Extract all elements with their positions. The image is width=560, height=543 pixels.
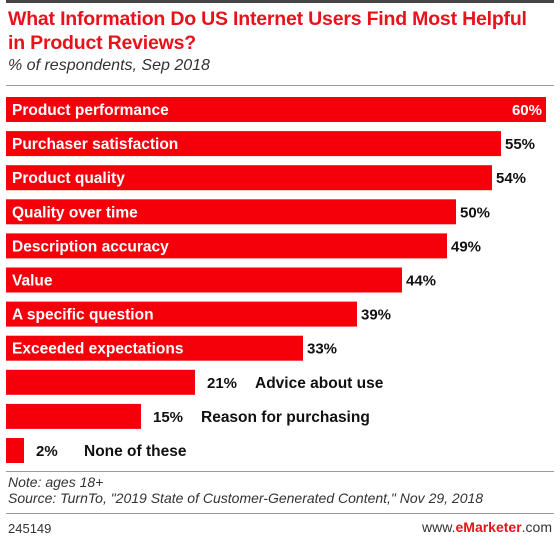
bar-none-of-these <box>6 438 24 463</box>
bar-a-specific-question <box>6 301 357 327</box>
category-label-product-quality: Product quality <box>12 170 125 187</box>
brand-prefix: www. <box>422 519 456 535</box>
chart-title: What Information Do US Internet Users Fi… <box>8 8 527 54</box>
category-label-advice-about-use: Advice about use <box>255 375 384 392</box>
category-label-reason-for-purchasing: Reason for purchasing <box>201 409 370 426</box>
bar-product-performance <box>6 97 546 122</box>
value-label-description-accuracy: 49% <box>451 238 481 255</box>
category-label-description-accuracy: Description accuracy <box>12 238 169 255</box>
bar-reason-for-purchasing <box>6 403 141 429</box>
value-label-value: 44% <box>406 273 436 290</box>
bar-exceeded-expectations <box>6 335 303 361</box>
bottom-divider <box>6 513 554 514</box>
category-label-quality-over-time: Quality over time <box>12 204 138 221</box>
category-label-none-of-these: None of these <box>84 443 187 460</box>
category-label-exceeded-expectations: Exceeded expectations <box>12 341 183 358</box>
bar-product-quality <box>6 165 492 191</box>
bar-value <box>6 267 402 293</box>
value-label-a-specific-question: 39% <box>361 307 391 324</box>
category-label-value: Value <box>12 273 53 290</box>
bar-description-accuracy <box>6 233 447 259</box>
brand-suffix: .com <box>521 519 552 535</box>
brand-name: eMarketer <box>455 519 522 535</box>
bar-purchaser-satisfaction <box>6 131 501 157</box>
value-label-none-of-these: 2% <box>36 443 58 460</box>
value-label-reason-for-purchasing: 15% <box>153 409 183 426</box>
header-divider <box>6 85 554 86</box>
value-label-product-quality: 54% <box>496 170 526 187</box>
value-label-exceeded-expectations: 33% <box>307 341 337 358</box>
value-label-quality-over-time: 50% <box>460 204 490 221</box>
category-label-product-performance: Product performance <box>12 102 169 119</box>
chart-subtitle: % of respondents, Sep 2018 <box>8 57 210 74</box>
note-text: Note: ages 18+ <box>8 474 104 490</box>
value-label-product-performance: 60% <box>512 102 542 119</box>
category-label-a-specific-question: A specific question <box>12 307 154 324</box>
bar-quality-over-time <box>6 199 456 225</box>
chart-id: 245149 <box>8 521 52 536</box>
bar-advice-about-use <box>6 369 195 395</box>
value-label-advice-about-use: 21% <box>207 375 237 392</box>
footer-divider <box>6 471 554 472</box>
brand-link[interactable]: www.eMarketer.com <box>422 519 552 535</box>
category-label-purchaser-satisfaction: Purchaser satisfaction <box>12 136 178 153</box>
value-label-purchaser-satisfaction: 55% <box>505 136 535 153</box>
bar-chart: Product performance 60% Purchaser satisfac… <box>6 97 546 463</box>
source-text: Source: TurnTo, "2019 State of Customer-… <box>8 490 484 506</box>
top-rule <box>6 0 554 3</box>
